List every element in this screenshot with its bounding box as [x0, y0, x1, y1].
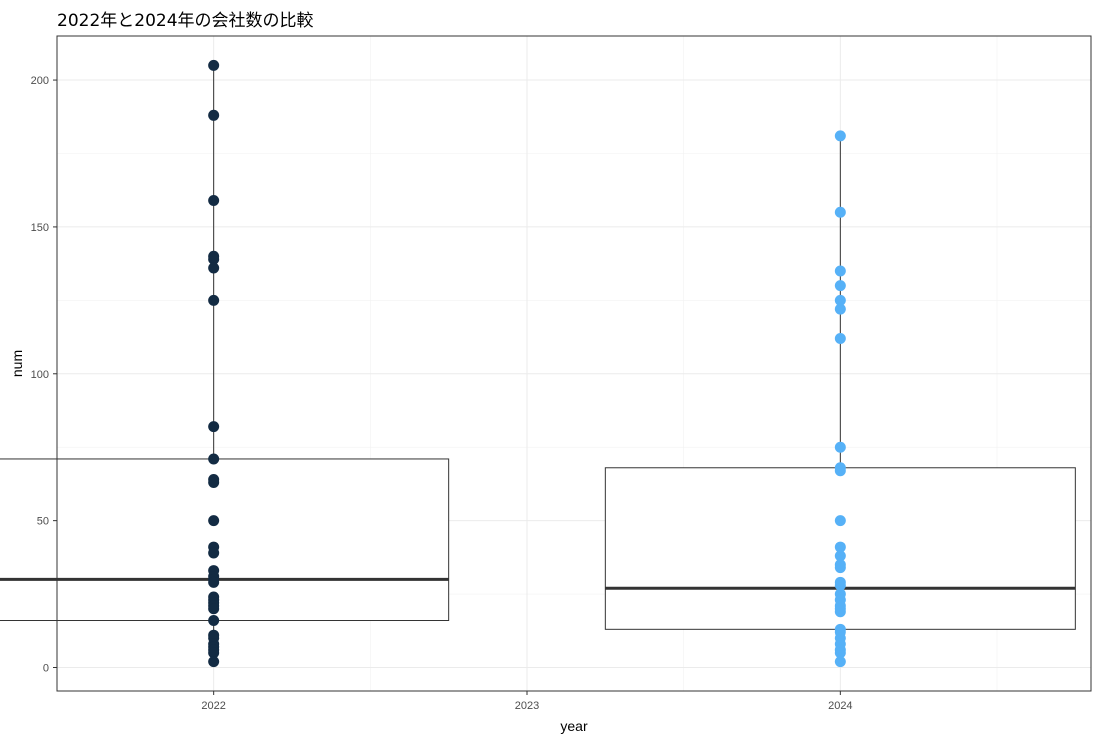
data-point-2024 — [834, 541, 846, 553]
box-2022 — [0, 458, 450, 622]
axes: 0 50 100 150 200 2022 2023 2024 — [31, 75, 853, 712]
y-tick-label: 100 — [31, 369, 49, 381]
data-point-2022 — [208, 453, 220, 465]
data-point-2024 — [834, 303, 846, 315]
x-tick-label: 2022 — [201, 700, 225, 712]
data-point-2022 — [208, 515, 220, 527]
chart-title: 2022年と2024年の会社数の比較 — [57, 11, 314, 31]
panel-border — [56, 35, 1092, 692]
x-tick-label: 2023 — [515, 700, 539, 712]
y-tick-label: 0 — [43, 663, 49, 675]
data-point-2022 — [208, 194, 220, 206]
data-point-2024 — [834, 265, 846, 277]
data-point-2024 — [834, 294, 846, 306]
data-point-2024 — [834, 606, 846, 618]
data-point-2022 — [208, 421, 220, 433]
data-point-2024 — [834, 656, 846, 668]
data-point-2024 — [834, 441, 846, 453]
data-point-2024 — [834, 550, 846, 562]
data-point-2024 — [834, 280, 846, 292]
data-point-2024 — [834, 333, 846, 345]
y-tick-label: 200 — [31, 75, 49, 87]
data-point-2022 — [208, 59, 220, 71]
data-point-2022 — [208, 476, 220, 488]
data-point-2022 — [208, 656, 220, 668]
data-point-2022 — [208, 294, 220, 306]
box-layer — [0, 65, 1076, 662]
data-point-2022 — [208, 615, 220, 627]
data-point-2022 — [208, 603, 220, 615]
data-point-2022 — [208, 576, 220, 588]
data-point-2022 — [208, 262, 220, 274]
data-point-2024 — [834, 579, 846, 591]
data-point-2024 — [834, 647, 846, 659]
y-tick-label: 50 — [37, 516, 49, 528]
x-axis-title: year — [560, 718, 588, 734]
data-point-2022 — [208, 109, 220, 121]
point-layer — [208, 59, 846, 668]
data-point-2024 — [834, 130, 846, 142]
data-point-2022 — [208, 547, 220, 559]
x-tick-label: 2024 — [828, 700, 852, 712]
y-tick-label: 150 — [31, 222, 49, 234]
data-point-2022 — [208, 647, 220, 659]
data-point-2024 — [834, 515, 846, 527]
data-point-2022 — [208, 253, 220, 265]
data-point-2024 — [834, 562, 846, 574]
data-point-2024 — [834, 465, 846, 477]
data-point-2024 — [834, 206, 846, 218]
y-axis-title: num — [9, 350, 25, 377]
